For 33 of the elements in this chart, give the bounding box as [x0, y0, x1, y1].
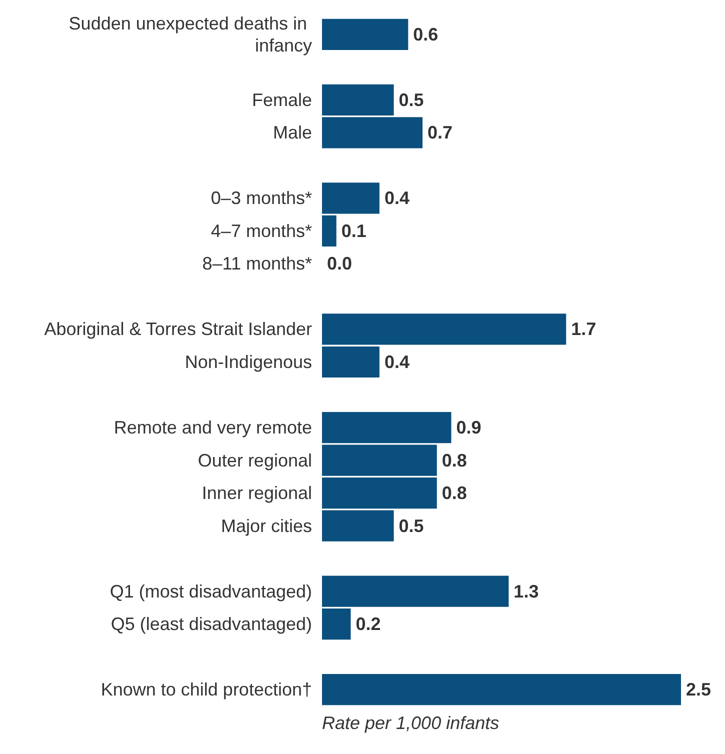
bar [322, 674, 681, 706]
y-tick-label: 8–11 months* [202, 254, 312, 274]
data-label: 0.5 [398, 516, 424, 536]
data-label: 1.3 [514, 581, 539, 602]
y-tick-label: Female [252, 90, 312, 110]
data-label: 0.8 [442, 483, 467, 504]
y-tick-label: Known to child protection† [100, 680, 312, 700]
y-tick-label: Sudden unexpected deaths in infancy [68, 13, 312, 56]
data-label: 1.7 [571, 319, 596, 340]
y-tick-label: Non-Indigenous [184, 352, 312, 372]
data-label: 0.4 [384, 188, 410, 208]
bar [322, 18, 408, 50]
data-label: 0.7 [428, 122, 453, 143]
data-label: 0.2 [356, 614, 381, 634]
y-tick-label: Aboriginal & Torres Strait Islander [44, 319, 312, 340]
y-tick-label: 0–3 months* [210, 188, 312, 208]
y-tick-label: Outer regional [198, 450, 312, 470]
y-tick-label: Inner regional [202, 483, 312, 504]
y-tick-label: Male [272, 122, 312, 143]
y-tick-label: 4–7 months* [210, 220, 312, 241]
data-label: 0.6 [413, 24, 438, 44]
y-tick-label: Major cities [220, 516, 312, 536]
y-tick-label: Q5 (least disadvantaged) [110, 614, 312, 634]
data-label: 0.5 [398, 90, 424, 110]
data-label: 0.9 [456, 418, 482, 438]
y-tick-label: Q1 (most disadvantaged) [110, 581, 312, 602]
data-label: 2.5 [686, 680, 712, 700]
data-label: 0.0 [327, 254, 352, 274]
x-axis-title: Rate per 1,000 infants [322, 713, 500, 733]
data-label: 0.8 [442, 450, 467, 470]
data-label: 0.4 [384, 352, 410, 372]
y-tick-label: Remote and very remote [114, 418, 312, 438]
data-label: 0.1 [341, 220, 366, 241]
